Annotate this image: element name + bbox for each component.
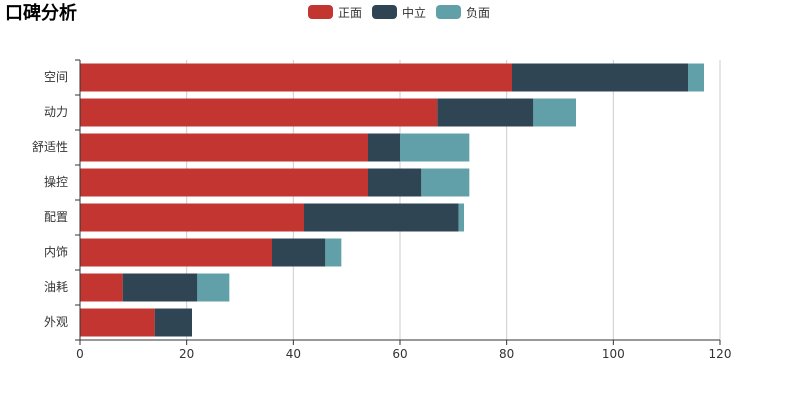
bar-segment[interactable]	[80, 238, 272, 267]
bar-segment[interactable]	[80, 133, 368, 162]
bar-segment[interactable]	[197, 273, 230, 302]
bar-segment[interactable]	[122, 273, 198, 302]
bar-segment[interactable]	[80, 308, 155, 337]
x-tick-label: 120	[709, 347, 732, 361]
x-tick-label: 0	[76, 347, 84, 361]
x-tick-label: 40	[286, 347, 301, 361]
bar-segment[interactable]	[80, 98, 438, 127]
bar-segment[interactable]	[421, 168, 470, 197]
y-tick-label: 动力	[44, 105, 68, 119]
legend-item[interactable]: 中立	[372, 4, 426, 21]
bar-segment[interactable]	[400, 133, 470, 162]
x-tick-label: 80	[499, 347, 514, 361]
bars	[80, 63, 704, 337]
x-tick-label: 20	[179, 347, 194, 361]
legend: 正面 中立 负面	[308, 4, 500, 20]
bar-segment[interactable]	[458, 203, 464, 232]
x-tick-label: 100	[602, 347, 625, 361]
bar-segment[interactable]	[688, 63, 704, 92]
bar-segment[interactable]	[272, 238, 326, 267]
x-tick-label: 60	[392, 347, 407, 361]
legend-item[interactable]: 负面	[436, 4, 490, 21]
chart-title: 口碑分析	[5, 3, 77, 24]
y-tick-label: 油耗	[44, 280, 68, 294]
bar-segment[interactable]	[368, 168, 422, 197]
bar-segment[interactable]	[304, 203, 459, 232]
bar-segment[interactable]	[533, 98, 576, 127]
bar-segment[interactable]	[154, 308, 192, 337]
bar-segment[interactable]	[80, 168, 368, 197]
y-tick-label: 外观	[44, 315, 68, 329]
legend-swatch	[308, 5, 333, 19]
legend-swatch	[372, 5, 398, 19]
legend-swatch	[436, 5, 462, 19]
bar-segment[interactable]	[325, 238, 342, 267]
bar-segment[interactable]	[512, 63, 688, 92]
legend-label: 负面	[466, 5, 491, 20]
y-tick-label: 空间	[44, 70, 68, 84]
bar-segment[interactable]	[437, 98, 534, 127]
y-tick-label: 内饰	[44, 245, 68, 259]
y-tick-label: 舒适性	[32, 140, 68, 154]
legend-label: 中立	[402, 5, 427, 20]
bar-segment[interactable]	[80, 203, 304, 232]
legend-item[interactable]: 正面	[308, 4, 362, 21]
y-tick-label: 操控	[44, 174, 68, 189]
legend-label: 正面	[338, 5, 363, 20]
y-tick-label: 配置	[44, 210, 68, 224]
bar-segment[interactable]	[368, 133, 400, 162]
bar-segment[interactable]	[80, 63, 512, 92]
bar-segment[interactable]	[80, 273, 123, 302]
